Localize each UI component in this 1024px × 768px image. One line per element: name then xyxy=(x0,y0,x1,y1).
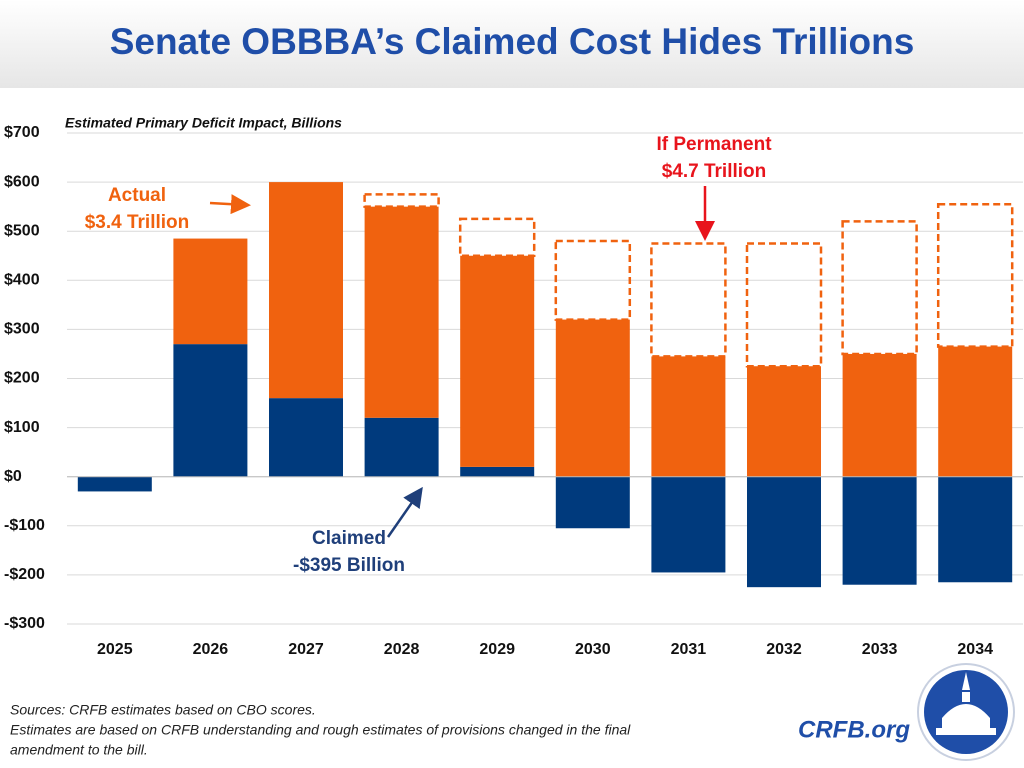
x-tick-label: 2033 xyxy=(862,641,898,658)
bar xyxy=(458,217,536,258)
y-tick-label: $0 xyxy=(4,468,22,485)
header-band xyxy=(0,0,1024,88)
bar xyxy=(554,239,632,321)
y-tick-label: $100 xyxy=(4,419,40,436)
bar xyxy=(555,476,630,529)
bar xyxy=(938,476,1013,583)
annotation: If Permanent xyxy=(656,134,772,155)
logo xyxy=(917,663,1015,761)
brand: CRFB.org xyxy=(798,716,910,743)
bar xyxy=(841,220,918,356)
bar xyxy=(269,182,343,399)
bar xyxy=(460,466,535,477)
bar xyxy=(747,366,821,477)
bar xyxy=(555,319,630,477)
footnote: amendment to the bill. xyxy=(10,742,148,758)
footnote: Estimates are based on CRFB understandin… xyxy=(10,722,631,738)
x-tick-label: 2029 xyxy=(479,641,515,658)
x-tick-label: 2026 xyxy=(193,641,229,658)
chart-subtitle: Estimated Primary Deficit Impact, Billio… xyxy=(65,115,342,131)
x-tick-label: 2034 xyxy=(957,641,993,658)
bar xyxy=(77,476,152,492)
footnote: Sources: CRFB estimates based on CBO sco… xyxy=(10,702,316,718)
bar xyxy=(460,255,535,467)
chart-title: Senate OBBBA’s Claimed Cost Hides Trilli… xyxy=(110,21,915,62)
bar xyxy=(269,398,343,477)
y-tick-label: $700 xyxy=(4,124,40,141)
y-tick-label: $400 xyxy=(4,272,40,289)
bar xyxy=(173,344,248,477)
bar xyxy=(842,476,917,585)
bar xyxy=(747,476,821,588)
annotation: $3.4 Trillion xyxy=(85,212,190,233)
x-tick-label: 2030 xyxy=(575,641,611,658)
bar xyxy=(364,417,439,477)
y-tick-label: $200 xyxy=(4,370,40,387)
y-tick-label: $300 xyxy=(4,321,40,338)
bar xyxy=(651,356,726,477)
y-tick-label: -$100 xyxy=(4,517,45,534)
y-tick-label: $500 xyxy=(4,222,40,239)
y-tick-label: $600 xyxy=(4,173,40,190)
x-tick-label: 2028 xyxy=(384,641,420,658)
y-tick-label: -$200 xyxy=(4,566,45,583)
bar xyxy=(173,238,248,345)
bar xyxy=(363,193,440,208)
bar xyxy=(364,206,439,418)
arrow xyxy=(209,194,251,215)
bar xyxy=(651,476,726,573)
annotation: -$395 Billion xyxy=(293,555,405,576)
bar xyxy=(650,242,727,358)
annotation: Actual xyxy=(108,185,166,206)
x-tick-label: 2032 xyxy=(766,641,802,658)
y-tick-label: -$300 xyxy=(4,615,45,632)
annotation: Claimed xyxy=(312,528,386,549)
x-tick-label: 2025 xyxy=(97,641,133,658)
bar xyxy=(745,242,823,368)
x-tick-label: 2031 xyxy=(671,641,707,658)
bar xyxy=(936,202,1014,348)
annotation: $4.7 Trillion xyxy=(662,161,767,182)
x-tick-label: 2027 xyxy=(288,641,324,658)
arrow xyxy=(386,486,423,538)
bar xyxy=(842,353,917,477)
bar xyxy=(938,346,1013,477)
